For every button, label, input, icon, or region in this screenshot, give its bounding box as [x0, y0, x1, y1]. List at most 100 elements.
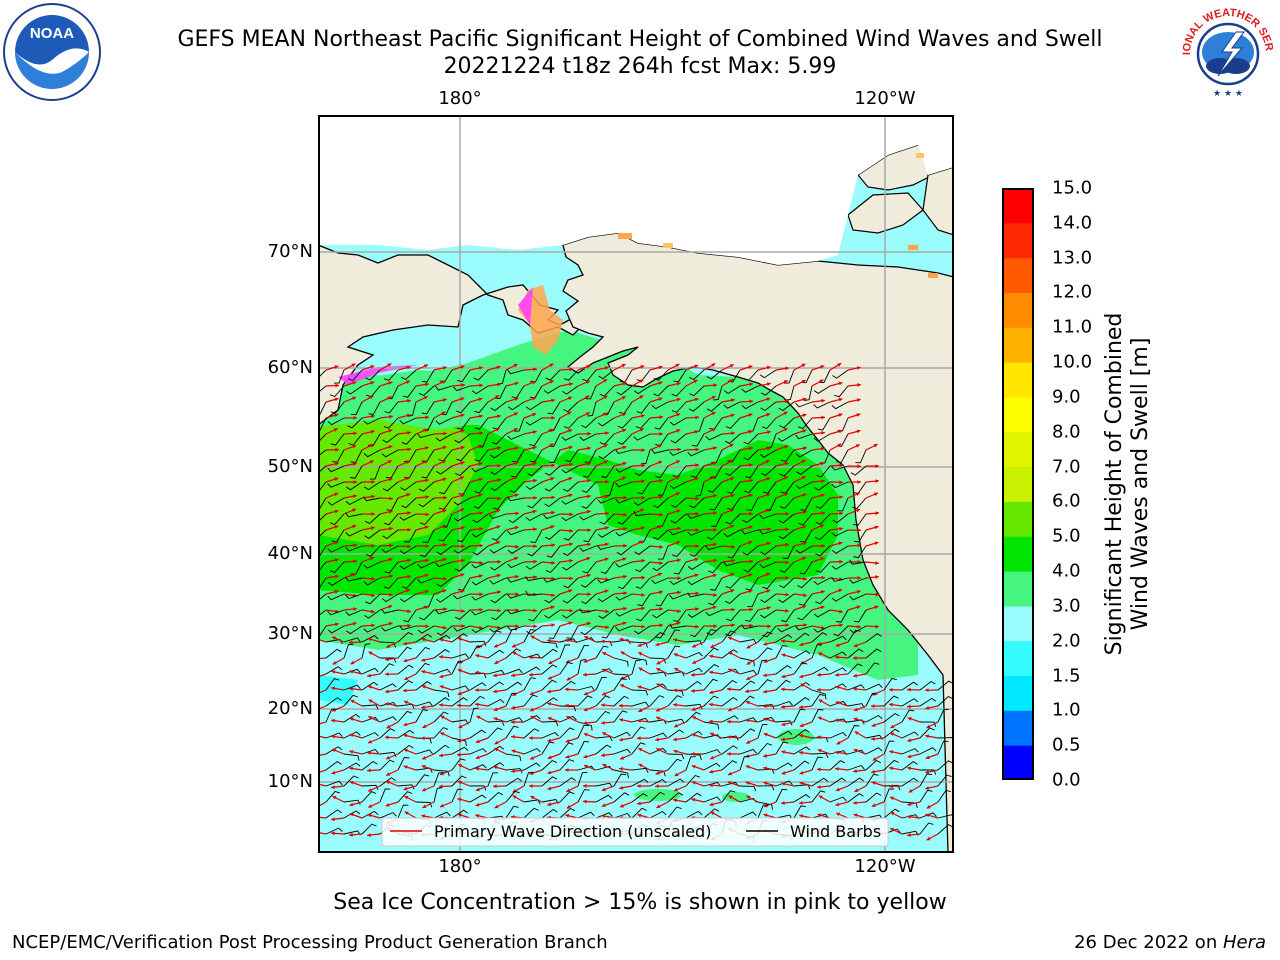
wave-direction-arrowhead [602, 732, 607, 736]
wave-direction-arrowhead [785, 623, 789, 628]
wave-direction-arrowhead [675, 460, 680, 464]
wind-barb [454, 561, 471, 572]
wave-direction-arrowhead [656, 683, 661, 688]
wind-barb [901, 748, 919, 755]
wind-barb [706, 401, 723, 412]
wind-barb [779, 561, 795, 573]
wave-direction-arrowhead [547, 717, 552, 721]
wave-direction-arrowhead [478, 574, 483, 578]
wave-direction-arrowhead [493, 707, 498, 712]
wind-barb [325, 790, 341, 803]
wave-direction-arrowhead [389, 592, 393, 597]
wave-direction-arrowhead [442, 477, 447, 482]
colorbar-tick-label: 0.5 [1052, 734, 1081, 756]
wind-barb [318, 385, 327, 394]
wave-direction-arrowhead [494, 644, 498, 648]
wave-direction-arrowhead [406, 476, 411, 481]
wave-direction-arrowhead [370, 526, 375, 530]
legend-wave-label: Primary Wave Direction (unscaled) [434, 822, 711, 841]
wave-direction-arrowhead [587, 528, 591, 532]
wave-direction-arrowhead [713, 624, 717, 628]
wave-direction-arrowhead [871, 723, 876, 727]
wave-direction-arrowhead [821, 446, 825, 451]
wind-barb [667, 806, 682, 819]
wind-barb [350, 449, 363, 463]
wave-direction-arrowhead [461, 624, 465, 628]
wave-direction-arrowhead [331, 770, 336, 775]
wind-barb [383, 417, 399, 429]
wind-barb [489, 545, 507, 554]
wave-direction-arrowhead [638, 708, 643, 712]
colorbar-tick-label: 10.0 [1052, 351, 1093, 373]
wave-direction-arrowhead [673, 638, 678, 642]
wave-direction-arrowhead [424, 428, 428, 433]
wave-direction-arrowhead [640, 365, 645, 369]
colorbar-block [1002, 257, 1034, 293]
wave-direction-arrowhead [730, 477, 735, 481]
wave-direction-arrowhead [709, 783, 713, 788]
wave-direction-arrowhead [748, 573, 753, 577]
wind-barb [703, 647, 719, 659]
wind-barb [318, 369, 327, 379]
wind-barb [615, 465, 633, 473]
wave-direction-arrowhead [551, 415, 555, 420]
wave-direction-arrowhead [655, 737, 659, 742]
wind-barb [817, 417, 831, 431]
wave-direction-arrowhead [727, 781, 732, 785]
wave-direction-arrowhead [460, 526, 465, 530]
wave-direction-arrowhead [838, 397, 843, 402]
wave-direction-arrowhead [496, 509, 501, 513]
wind-barb [813, 577, 831, 586]
wind-barb [365, 513, 381, 525]
wind-barb [853, 609, 867, 623]
wave-direction-arrowhead [586, 557, 591, 561]
wind-barb [491, 609, 507, 621]
wind-barb [759, 529, 777, 535]
wave-direction-arrowhead [385, 672, 389, 676]
wind-barb [815, 513, 831, 525]
wind-barb [669, 577, 687, 586]
wave-direction-arrowhead [421, 670, 426, 674]
wave-direction-arrowhead [875, 464, 879, 468]
wind-barb [415, 801, 433, 808]
wave-direction-arrowhead [386, 772, 391, 776]
wave-direction-arrowhead [407, 527, 411, 532]
wind-barb [403, 609, 417, 623]
wind-barb [865, 759, 881, 771]
colorbar-block [1002, 571, 1034, 607]
wave-direction-arrowhead [601, 668, 606, 673]
wave-direction-arrowhead [781, 687, 785, 692]
wave-direction-arrowhead [460, 429, 465, 433]
colorbar-tick-label: 11.0 [1052, 316, 1093, 338]
wave-direction-arrowhead [817, 749, 822, 753]
wave-direction-arrowhead [673, 653, 678, 657]
wind-barb [361, 732, 379, 739]
wave-direction-arrowhead [565, 703, 569, 708]
wind-barb [708, 593, 723, 606]
wind-barb [831, 465, 849, 471]
wind-barb [577, 644, 590, 659]
wave-direction-arrowhead [694, 477, 699, 481]
wind-barb [723, 401, 741, 409]
wave-direction-arrowhead [334, 541, 339, 545]
wave-direction-arrowhead [638, 652, 643, 656]
wind-barb [795, 545, 813, 554]
wind-barb [793, 662, 808, 675]
chart-subtitle: 20221224 t18z 264h fcst Max: 5.99 [443, 54, 837, 79]
wind-barb [741, 624, 759, 630]
wave-direction-arrowhead [568, 493, 573, 498]
wind-barb [451, 697, 468, 707]
wind-barb [721, 790, 736, 803]
wind-barb [721, 715, 739, 723]
wind-barb [919, 769, 937, 775]
wave-direction-arrowhead [785, 560, 789, 565]
wind-barb [865, 792, 882, 803]
wave-direction-arrowhead [767, 430, 771, 435]
wave-direction-arrowhead [407, 544, 411, 549]
wind-barb [829, 777, 846, 787]
wave-direction-arrowhead [871, 781, 876, 785]
wind-barb [417, 577, 435, 584]
wave-direction-arrowhead [601, 753, 605, 758]
wind-barb [544, 529, 561, 540]
wind-barb [559, 742, 574, 755]
